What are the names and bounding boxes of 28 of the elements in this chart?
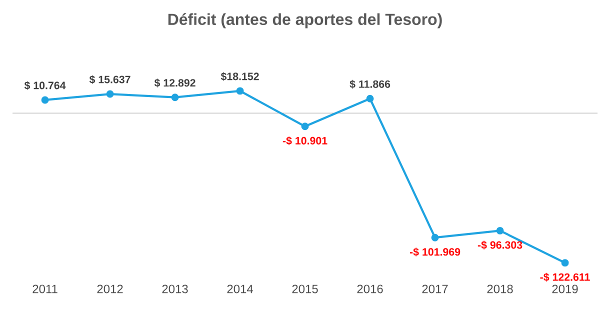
- x-tick-label: 2016: [357, 284, 383, 294]
- point: [41, 96, 49, 104]
- data-label: $ 11.866: [350, 80, 390, 89]
- data-label: -$ 101.969: [410, 248, 460, 256]
- point: [366, 94, 374, 102]
- x-tick-label: 2015: [292, 284, 318, 294]
- x-tick-label: 2017: [422, 284, 448, 294]
- point: [236, 87, 244, 95]
- point: [301, 122, 309, 130]
- x-tick-label: 2019: [552, 284, 578, 294]
- chart-title: Déficit (antes de aportes del Tesoro): [168, 13, 442, 28]
- x-tick-label: 2014: [227, 284, 254, 294]
- data-label: -$ 122.611: [540, 272, 590, 282]
- data-label: -$ 96.303: [478, 240, 522, 250]
- point: [496, 226, 504, 234]
- data-label: -$ 10.901: [282, 136, 328, 146]
- point: [106, 90, 114, 98]
- x-tick-label: 2012: [97, 284, 123, 294]
- data-label: $ 10.764: [24, 81, 66, 90]
- x-tick-label: 2018: [487, 284, 513, 294]
- point: [171, 94, 179, 102]
- data-label: $18.152: [220, 72, 259, 81]
- data-label: $ 15.637: [89, 75, 130, 84]
- point: [561, 259, 569, 267]
- x-tick-label: 2011: [32, 284, 58, 294]
- x-tick-label: 2013: [162, 284, 188, 294]
- data-label: $ 12.892: [154, 78, 196, 88]
- point: [431, 234, 439, 242]
